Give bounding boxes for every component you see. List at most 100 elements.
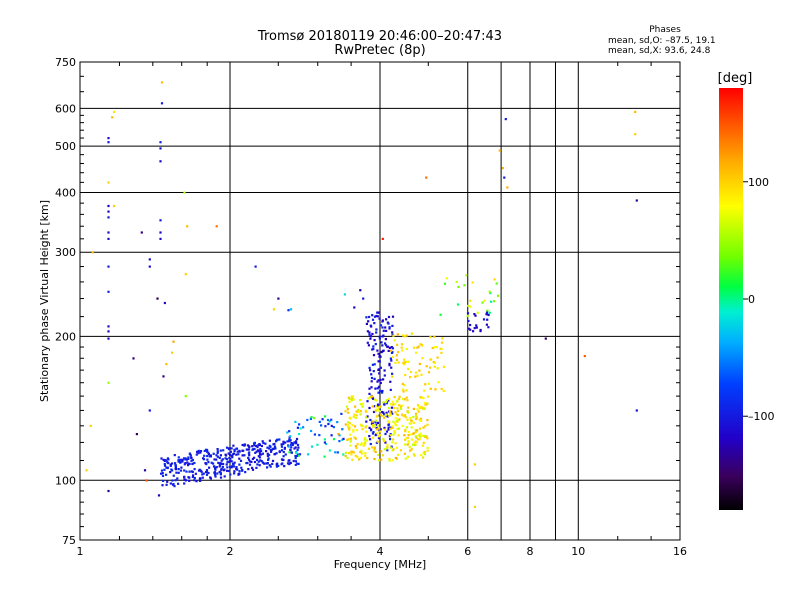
data-point (388, 410, 392, 413)
data-point (381, 237, 384, 240)
data-point (344, 410, 347, 413)
data-point (298, 453, 302, 456)
data-point (295, 442, 298, 445)
data-point (313, 417, 316, 420)
data-point (401, 397, 405, 401)
data-point (456, 303, 460, 306)
data-point (399, 449, 402, 452)
data-point (469, 299, 472, 302)
data-point (351, 450, 354, 453)
data-point (197, 452, 200, 455)
data-point (107, 381, 110, 384)
data-point (406, 443, 409, 446)
data-point (173, 454, 176, 457)
data-point (365, 316, 368, 319)
data-point (381, 350, 384, 353)
data-point (416, 404, 420, 407)
colorbar-tick-label: 100 (748, 176, 769, 189)
data-point (342, 437, 345, 440)
data-point (280, 458, 284, 461)
data-point (379, 355, 382, 358)
data-point (433, 365, 436, 368)
data-point (393, 339, 396, 342)
data-point (392, 420, 395, 423)
colorbar-label: [deg] (718, 71, 753, 86)
data-point (375, 399, 378, 402)
data-point (394, 361, 397, 364)
data-point (396, 399, 399, 402)
data-point (161, 472, 164, 475)
data-point (634, 133, 637, 136)
data-point (418, 438, 421, 441)
data-point (376, 432, 379, 435)
data-point (320, 424, 323, 427)
colorbar-tick-label: –100 (748, 410, 775, 423)
data-point (233, 450, 236, 453)
data-point (295, 440, 298, 443)
data-point (429, 387, 432, 390)
data-point (225, 446, 229, 449)
data-point (388, 421, 391, 424)
data-points (85, 81, 638, 508)
data-point (423, 453, 426, 456)
data-point (397, 351, 400, 354)
data-point (313, 433, 316, 436)
data-point (287, 459, 290, 462)
data-point (310, 416, 313, 419)
data-point (332, 426, 335, 429)
data-point (247, 452, 250, 455)
data-point (269, 465, 272, 468)
data-point (171, 479, 174, 482)
data-point (476, 311, 479, 314)
data-point (384, 413, 387, 416)
data-point (427, 395, 430, 398)
data-point (354, 454, 357, 457)
data-point (378, 430, 381, 433)
data-point (391, 400, 394, 403)
data-point (375, 408, 378, 411)
data-point (372, 370, 375, 373)
data-point (377, 435, 380, 438)
data-point (380, 341, 383, 344)
data-point (310, 445, 314, 448)
data-point (475, 324, 478, 327)
data-point (352, 428, 355, 431)
data-point (410, 438, 413, 441)
data-point (256, 446, 259, 449)
data-point (404, 428, 407, 431)
data-point (221, 458, 224, 461)
data-point (180, 458, 183, 461)
data-point (289, 308, 293, 311)
data-point (488, 290, 491, 293)
data-point (232, 452, 235, 455)
data-point (397, 397, 401, 400)
data-point (385, 399, 389, 402)
data-point (135, 433, 138, 436)
data-point (371, 436, 375, 439)
data-point (278, 450, 281, 454)
data-point (375, 426, 378, 429)
data-point (186, 461, 189, 464)
data-point (187, 456, 190, 459)
data-point (148, 258, 151, 261)
data-point (419, 417, 423, 420)
data-point (334, 451, 337, 454)
data-point (422, 456, 425, 459)
data-point (407, 411, 410, 414)
data-point (379, 405, 382, 408)
data-point (266, 446, 269, 449)
data-point (388, 397, 391, 400)
colorbar (719, 88, 743, 510)
data-point (203, 449, 206, 452)
data-point (202, 457, 205, 460)
data-point (336, 421, 339, 424)
y-tick-label: 600 (55, 102, 76, 115)
data-point (406, 399, 409, 402)
data-point (485, 311, 489, 314)
data-point (359, 456, 363, 459)
data-point (371, 432, 374, 435)
data-point (407, 441, 410, 444)
data-point (370, 380, 373, 383)
data-point (239, 459, 243, 462)
data-point (256, 449, 259, 452)
